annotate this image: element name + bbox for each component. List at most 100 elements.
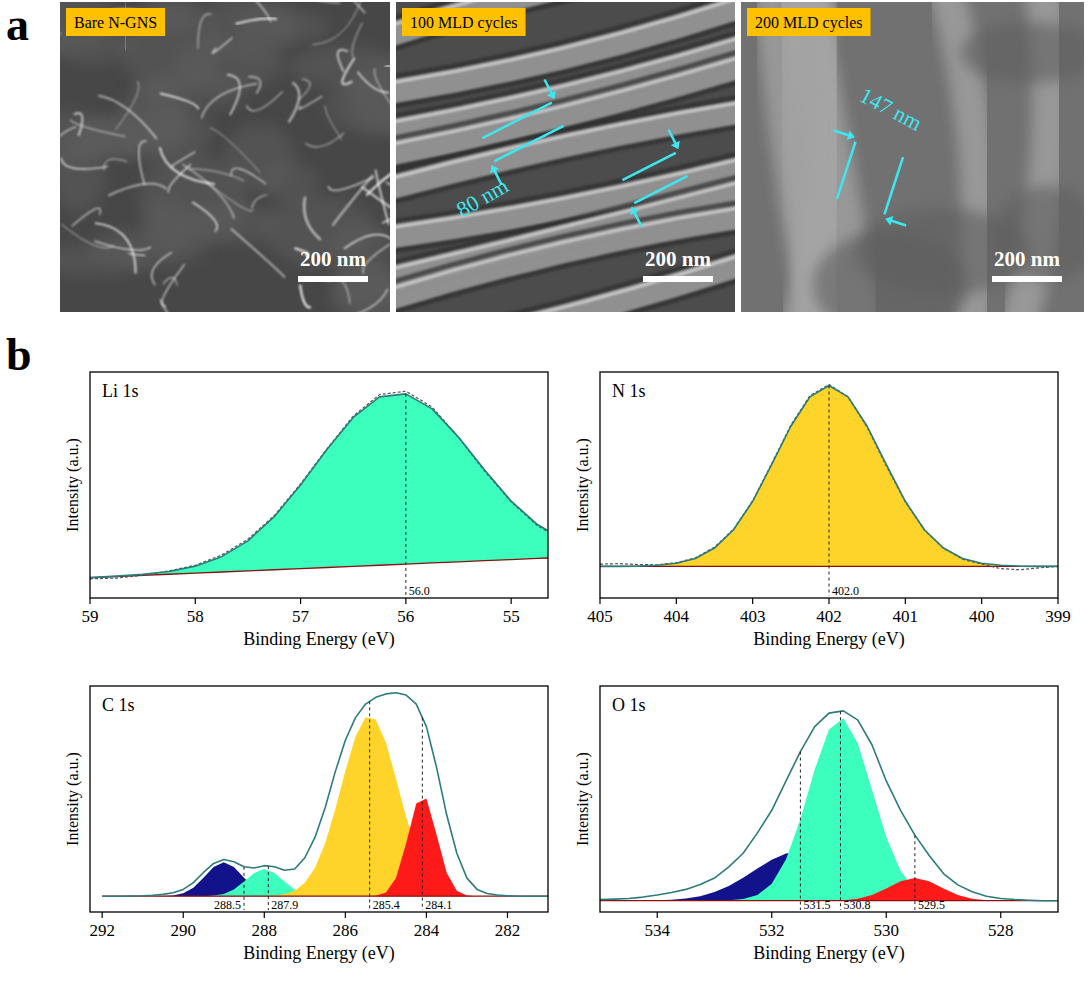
x-tick-label: 403	[740, 607, 766, 626]
sem-texture	[206, 181, 254, 211]
x-tick-label: 402	[816, 607, 842, 626]
x-tick-label: 56	[397, 607, 414, 626]
plot-frame	[90, 372, 548, 598]
sem-image	[396, 2, 735, 312]
sem-texture	[333, 175, 373, 226]
scale-bar-label: 200 nm	[300, 247, 366, 271]
x-tick-label: 284	[414, 921, 440, 940]
peak-marker	[268, 866, 269, 910]
thickness-marker	[463, 77, 582, 187]
sem-texture	[378, 141, 390, 182]
sem-texture	[328, 177, 374, 190]
sem-texture	[192, 202, 217, 232]
sem-texture	[60, 30, 61, 51]
marker-arrowhead	[547, 91, 559, 102]
sem-texture	[60, 127, 76, 176]
x-tick-label: 282	[495, 921, 521, 940]
scale-bar	[643, 276, 713, 282]
sem-texture	[201, 83, 257, 118]
sem-texture	[95, 223, 136, 273]
envelope	[102, 693, 548, 896]
sem-texture	[300, 285, 311, 308]
sem-texture	[160, 93, 198, 109]
x-axis-title: Binding Energy (eV)	[753, 943, 905, 964]
envelope	[90, 394, 548, 578]
plot-frame	[600, 372, 1058, 598]
sem-label-box	[66, 8, 165, 36]
x-tick	[981, 598, 982, 604]
peak-label: 402.0	[832, 584, 859, 598]
chart-title: Li 1s	[102, 381, 139, 401]
sem-texture	[396, 244, 735, 312]
sem-texture	[168, 164, 191, 192]
x-tick	[89, 598, 90, 604]
x-tick-label: 286	[333, 921, 359, 940]
peak-marker	[244, 867, 245, 910]
x-tick-label: 59	[82, 607, 99, 626]
panel-letter: b	[6, 329, 32, 380]
x-tick	[828, 598, 829, 604]
peak-label: 56.0	[409, 584, 430, 598]
sem-image	[60, 2, 390, 312]
sem-texture	[252, 195, 267, 209]
marker-line	[482, 103, 551, 138]
sem-label: 100 MLD cycles	[410, 14, 518, 32]
peak-marker	[914, 835, 915, 910]
x-tick-label: 290	[170, 921, 196, 940]
sem-texture	[362, 187, 390, 224]
x-tick	[507, 912, 508, 918]
chart-title: C 1s	[102, 695, 135, 715]
sem-texture	[145, 113, 193, 150]
chart-title: O 1s	[612, 695, 646, 715]
scale-bar	[298, 276, 368, 282]
sem-texture	[60, 110, 111, 167]
peak-label: 287.9	[271, 898, 298, 912]
x-tick-label: 58	[187, 607, 204, 626]
sem-texture	[326, 77, 390, 135]
sem-texture	[160, 299, 202, 312]
marker-arrowhead	[884, 214, 894, 226]
baseline	[90, 557, 548, 577]
sem-texture	[363, 244, 390, 274]
x-tick	[426, 912, 427, 918]
x-tick-label: 404	[664, 607, 690, 626]
sem-texture	[351, 2, 365, 13]
peak-label: 531.5	[803, 898, 830, 912]
y-axis-title: Intensity (a.u.)	[574, 752, 592, 846]
plot-frame	[90, 686, 548, 912]
x-tick	[511, 598, 512, 604]
x-tick	[886, 912, 887, 918]
peak-marker	[405, 394, 406, 596]
sem-texture	[297, 2, 341, 3]
marker-arrowhead	[487, 163, 499, 174]
sem-texture	[289, 82, 300, 122]
x-axis-title: Binding Energy (eV)	[243, 629, 395, 650]
x-tick	[657, 912, 658, 918]
x-tick	[264, 912, 265, 918]
x-tick-label: 528	[988, 921, 1014, 940]
marker-line	[494, 126, 563, 161]
plot-area	[102, 693, 548, 896]
x-tick-label: 292	[89, 921, 115, 940]
x-tick	[599, 598, 600, 604]
sem-texture	[108, 184, 166, 196]
peak-marker	[369, 701, 370, 910]
x-tick	[771, 912, 772, 918]
thickness-label: 80 nm	[452, 173, 513, 222]
x-tick	[102, 912, 103, 918]
marker-line	[622, 153, 675, 180]
x-tick-label: 57	[292, 607, 310, 626]
sem-label-box	[747, 8, 871, 36]
x-tick-label: 405	[587, 607, 613, 626]
figure: abBare N-GNS200 nm100 MLD cycles200 nm80…	[0, 0, 1089, 989]
x-tick	[1057, 598, 1058, 604]
sem-texture	[61, 224, 114, 248]
peak-area	[600, 718, 1058, 900]
sem-texture	[385, 65, 390, 68]
peak-label: 284.1	[425, 898, 452, 912]
x-tick	[300, 598, 301, 604]
peak-label: 285.4	[373, 898, 400, 912]
sem-texture	[234, 10, 330, 43]
scale-bar	[992, 276, 1062, 282]
x-tick-label: 530	[874, 921, 900, 940]
